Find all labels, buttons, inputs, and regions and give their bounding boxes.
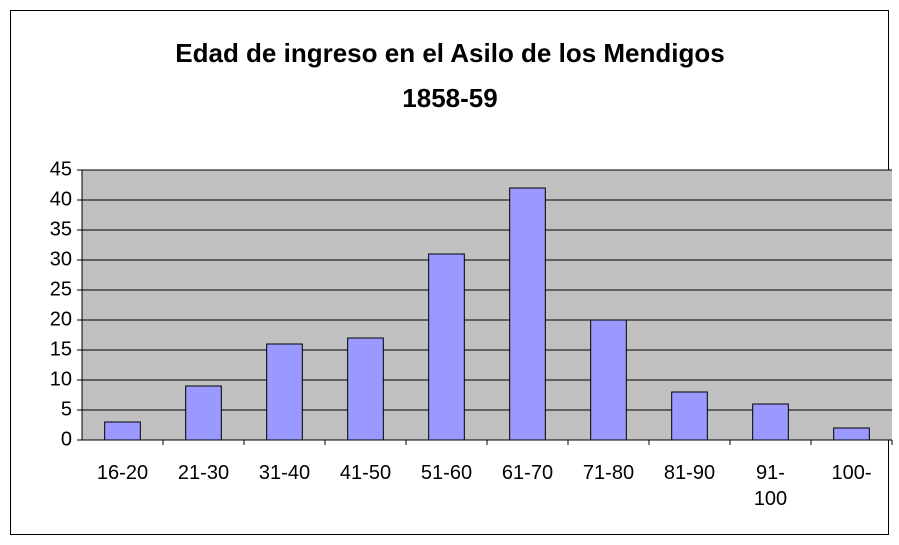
- x-tick-label: 41-50: [339, 462, 392, 484]
- bar: [833, 427, 870, 441]
- bar: [752, 403, 789, 441]
- bar: [509, 187, 546, 441]
- y-tick-label: 35: [50, 218, 72, 240]
- x-tick-label: 16-20: [96, 462, 149, 484]
- x-tick-label: 21-30: [177, 462, 230, 484]
- bar: [671, 391, 708, 441]
- y-tick-label: 15: [50, 338, 72, 360]
- x-tick-label: 100-: [831, 462, 872, 484]
- y-tick-label: 10: [50, 368, 72, 390]
- x-tick-label: 71-80: [582, 462, 635, 484]
- bar: [266, 343, 303, 441]
- chart-title: Edad de ingreso en el Asilo de los Mendi…: [175, 38, 724, 68]
- chart-subtitle: 1858-59: [402, 83, 497, 113]
- x-tick-label: 31-40: [258, 462, 311, 484]
- x-tick-label: 61-70: [501, 462, 554, 484]
- x-tick-label: 81-90: [663, 462, 716, 484]
- y-tick-label: 20: [50, 308, 72, 330]
- y-tick-label: 5: [61, 398, 72, 420]
- bar: [590, 319, 627, 441]
- y-tick-label: 45: [50, 158, 72, 180]
- x-tick-label: 91-100: [753, 462, 788, 510]
- bar: [347, 337, 384, 441]
- y-tick-label: 25: [50, 278, 72, 300]
- y-tick-label: 0: [61, 428, 72, 450]
- y-tick-label: 40: [50, 188, 72, 210]
- bar: [185, 385, 222, 441]
- bar: [428, 253, 465, 441]
- x-tick-label: 51-60: [420, 462, 473, 484]
- bar: [104, 421, 141, 441]
- y-tick-label: 30: [50, 248, 72, 270]
